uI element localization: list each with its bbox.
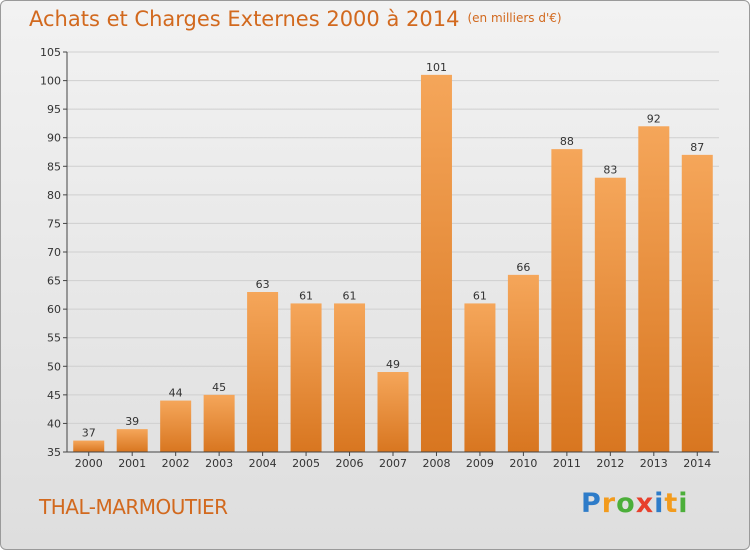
x-tick-label: 2008: [422, 457, 450, 470]
bar-2005: [290, 303, 322, 452]
logo-letter: x: [635, 488, 655, 519]
x-tick-label: 2010: [509, 457, 537, 470]
bar-value-label: 45: [212, 381, 226, 394]
y-tick-label: 85: [47, 160, 61, 173]
bar-2010: [507, 274, 539, 452]
bar-2001: [116, 429, 148, 452]
x-tick-label: 2012: [596, 457, 624, 470]
bar-2012: [594, 177, 626, 452]
bar-2008: [420, 74, 452, 452]
y-tick-label: 80: [47, 189, 61, 202]
bar-value-label: 66: [516, 261, 530, 274]
y-tick-label: 60: [47, 303, 61, 316]
bar-value-label: 88: [560, 135, 574, 148]
bar-2004: [247, 292, 279, 452]
x-tick-label: 2006: [336, 457, 364, 470]
y-tick-label: 105: [40, 46, 61, 59]
bar-value-label: 101: [426, 61, 447, 74]
bars: [73, 74, 713, 453]
chart-title-text: Achats et Charges Externes 2000 à 2014: [29, 7, 460, 31]
bar-2000: [73, 440, 105, 452]
labels: 35 40 45 50 55 60 65 70 75 80 85 90 95 100 105 37 2000 39…: [40, 46, 711, 470]
bar-2009: [464, 303, 496, 452]
y-tick-label: 40: [47, 417, 61, 430]
y-tick-label: 75: [47, 217, 61, 230]
axes: [63, 51, 719, 456]
x-tick-label: 2005: [292, 457, 320, 470]
x-tick-label: 2001: [118, 457, 146, 470]
logo-letter: i: [654, 488, 665, 519]
y-tick-label: 95: [47, 103, 61, 116]
bar-value-label: 83: [603, 164, 617, 177]
y-tick-label: 65: [47, 275, 61, 288]
bar-value-label: 63: [256, 278, 270, 291]
logo-letter: i: [678, 488, 689, 519]
bar-value-label: 92: [647, 112, 661, 125]
bar-value-label: 49: [386, 358, 400, 371]
y-tick-label: 55: [47, 332, 61, 345]
y-tick-label: 35: [47, 446, 61, 459]
bar-2002: [160, 400, 192, 452]
bar-value-label: 61: [473, 289, 487, 302]
bar-value-label: 37: [82, 427, 96, 440]
x-tick-label: 2013: [640, 457, 668, 470]
bar-2006: [334, 303, 366, 452]
logo-letter: o: [616, 488, 636, 519]
logo-letter: P: [581, 488, 602, 519]
x-tick-label: 2002: [162, 457, 190, 470]
x-tick-label: 2003: [205, 457, 233, 470]
bar-2003: [203, 394, 235, 452]
proxiti-logo: Proxiti: [581, 488, 689, 519]
x-tick-label: 2011: [553, 457, 581, 470]
bar-value-label: 87: [690, 141, 704, 154]
logo-letter: t: [664, 488, 679, 519]
bar-2013: [638, 126, 670, 453]
chart-subtitle: (en milliers d'€): [467, 11, 562, 25]
x-tick-label: 2000: [75, 457, 103, 470]
y-tick-label: 90: [47, 132, 61, 145]
bar-2011: [551, 149, 583, 452]
bar-2007: [377, 372, 409, 452]
bar-value-label: 39: [125, 415, 139, 428]
bar-2014: [681, 154, 713, 452]
x-tick-label: 2004: [249, 457, 277, 470]
y-tick-label: 70: [47, 246, 61, 259]
bar-value-label: 44: [169, 387, 183, 400]
x-tick-label: 2007: [379, 457, 407, 470]
y-tick-label: 100: [40, 75, 61, 88]
bar-value-label: 61: [299, 289, 313, 302]
logo-letter: r: [601, 488, 617, 519]
commune-name: THAL-MARMOUTIER: [39, 495, 228, 519]
x-tick-label: 2009: [466, 457, 494, 470]
chart-title: Achats et Charges Externes 2000 à 2014 (e…: [29, 7, 562, 31]
bar-value-label: 61: [343, 289, 357, 302]
x-tick-label: 2014: [683, 457, 711, 470]
y-tick-label: 45: [47, 389, 61, 402]
y-tick-label: 50: [47, 360, 61, 373]
